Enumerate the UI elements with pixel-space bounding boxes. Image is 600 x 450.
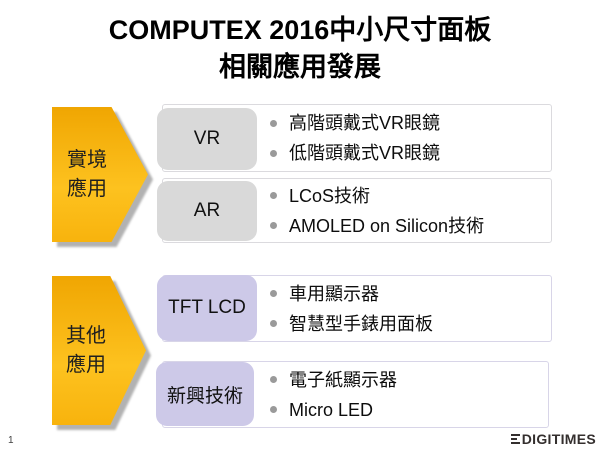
- arrow-label-line-2: 應用: [66, 353, 106, 376]
- list-item-text: LCoS技術: [289, 185, 371, 206]
- label-text: TFT LCD: [168, 297, 246, 318]
- bullet-dot-icon: [270, 149, 277, 157]
- label-text: 新興技術: [166, 385, 243, 407]
- title-line-1: COMPUTEX 2016中小尺寸面板: [108, 15, 492, 45]
- list-item-text: 低階頭戴式VR眼鏡: [289, 143, 441, 163]
- list-item: Micro LED: [270, 395, 548, 425]
- list-item: 智慧型手錶用面板: [270, 309, 551, 339]
- label-box-ar: AR: [157, 181, 257, 241]
- list-item: LCoS技術: [270, 181, 551, 211]
- list-item: 車用顯示器: [270, 279, 551, 309]
- arrow-label-line-1: 其他: [66, 324, 106, 347]
- arrow-shape: 其他 應用: [52, 276, 146, 425]
- list-item-text: 車用顯示器: [289, 283, 379, 304]
- bullet-dot-icon: [270, 376, 277, 383]
- label-box-vr: VR: [157, 108, 257, 170]
- page-title: COMPUTEX 2016中小尺寸面板 相關應用發展: [0, 12, 600, 86]
- list-item: 高階頭戴式VR眼鏡: [270, 108, 551, 138]
- bullet-dot-icon: [270, 119, 277, 127]
- list-item: 低階頭戴式VR眼鏡: [270, 138, 551, 168]
- arrow-label-line-1: 實境: [67, 148, 107, 171]
- list-item-text: Micro LED: [289, 399, 374, 420]
- list-item-text: AMOLED on Silicon技術: [289, 215, 485, 236]
- arrow-label-line-2: 應用: [67, 177, 107, 200]
- label-box-emerging-tech: 新興技術: [156, 362, 254, 426]
- arrow-shape: 實境 應用: [52, 107, 148, 242]
- digitimes-speed-lines-icon: [510, 432, 520, 446]
- arrow-other-applications: 其他 應用: [52, 276, 146, 425]
- bullet-dot-icon: [270, 290, 277, 297]
- list-item-text: 智慧型手錶用面板: [289, 313, 433, 334]
- bullet-dot-icon: [270, 406, 277, 413]
- digitimes-logo-text: DIGITIMES: [521, 431, 596, 447]
- label-text: VR: [193, 128, 221, 149]
- arrow-reality-applications: 實境 應用: [52, 107, 148, 242]
- list-item: 電子紙顯示器: [270, 365, 548, 395]
- bullet-dot-icon: [270, 320, 277, 327]
- bullet-dot-icon: [270, 192, 277, 199]
- digitimes-logo: DIGITIMES: [510, 431, 596, 447]
- list-item: AMOLED on Silicon技術: [270, 211, 551, 241]
- bullet-dot-icon: [270, 222, 277, 229]
- title-line-2: 相關應用發展: [219, 52, 381, 82]
- page-number: 1: [8, 435, 14, 446]
- label-box-tft-lcd: TFT LCD: [157, 275, 257, 341]
- list-item-text: 高階頭戴式VR眼鏡: [289, 113, 441, 133]
- label-text: AR: [193, 200, 221, 221]
- list-item-text: 電子紙顯示器: [289, 369, 397, 390]
